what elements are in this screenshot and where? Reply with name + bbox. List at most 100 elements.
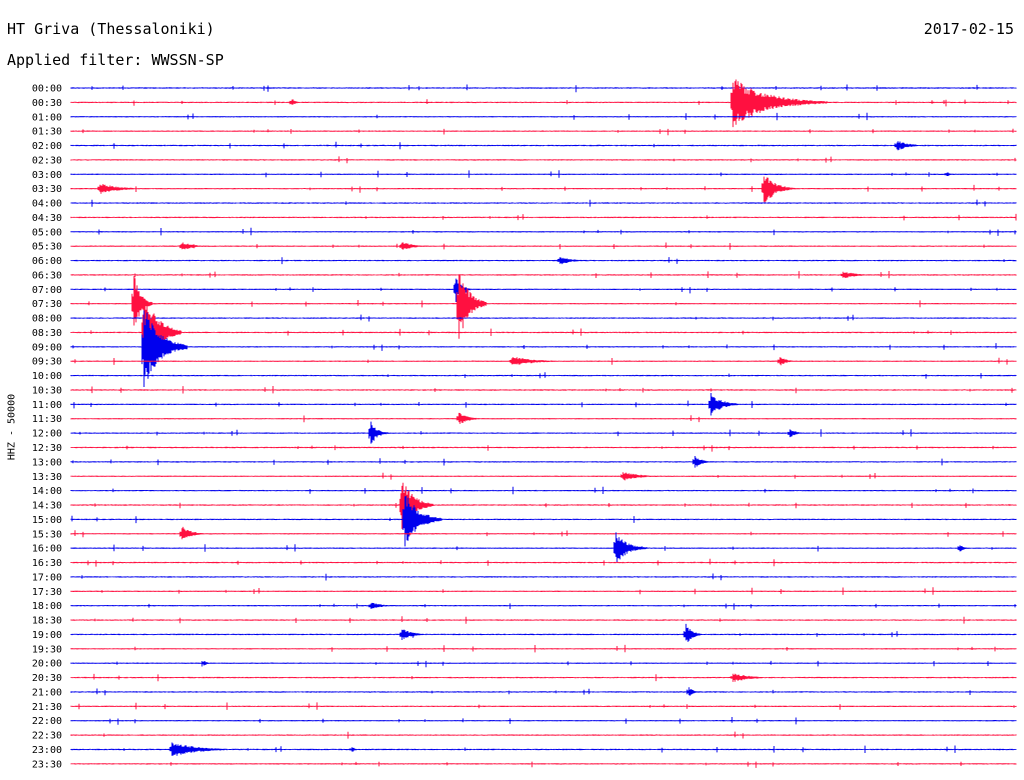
- trace-row-0400: [70, 199, 1017, 207]
- trace-row-1530: [70, 526, 1017, 540]
- filter-label: Applied filter: WWSSN-SP: [7, 51, 224, 69]
- trace-row-1300: [70, 456, 1017, 468]
- time-tick-label: 14:30: [32, 501, 62, 512]
- trace-row-0530: [70, 242, 1017, 250]
- trace-row-0700: [70, 278, 1017, 302]
- trace-row-2230: [70, 731, 1017, 739]
- trace-row-0300: [70, 170, 1017, 178]
- record-date: 2017-02-15: [923, 20, 1014, 38]
- time-tick-label: 13:00: [32, 457, 62, 468]
- trace-row-1330: [70, 472, 1017, 481]
- time-tick-label: 07:30: [32, 299, 62, 310]
- trace-row-0130: [70, 128, 1017, 136]
- trace-row-0900: [70, 310, 1017, 387]
- trace-row-0230: [70, 156, 1017, 164]
- time-tick-label: 06:30: [32, 270, 62, 281]
- station-title: HT Griva (Thessaloniki): [7, 20, 215, 38]
- trace-row-0000: [70, 84, 1017, 93]
- trace-row-0330: [70, 176, 1017, 203]
- time-tick-label: 16:30: [32, 558, 62, 569]
- time-tick-label: 10:30: [32, 385, 62, 396]
- time-tick-label: 13:30: [32, 472, 62, 483]
- trace-row-0630: [70, 271, 1017, 279]
- trace-row-1930: [70, 644, 1017, 653]
- trace-row-1500: [70, 496, 1017, 547]
- trace-row-0100: [70, 112, 1017, 121]
- trace-row-0800: [70, 314, 1017, 322]
- trace-row-1200: [70, 421, 1017, 444]
- time-tick-label: 00:00: [32, 84, 62, 95]
- time-tick-label: 11:30: [32, 414, 62, 425]
- time-tick-label: 11:00: [32, 400, 62, 411]
- time-tick-label: 03:00: [32, 170, 62, 181]
- time-tick-label: 20:30: [32, 673, 62, 684]
- trace-row-2330: [70, 761, 1017, 768]
- time-tick-label: 22:00: [32, 716, 62, 727]
- trace-row-1400: [70, 486, 1017, 495]
- trace-row-0830: [70, 299, 1017, 364]
- trace-row-2030: [70, 673, 1017, 682]
- trace-row-1800: [70, 602, 1017, 610]
- trace-row-1030: [70, 386, 1017, 394]
- trace-row-0500: [70, 227, 1017, 236]
- trace-row-1100: [70, 393, 1017, 416]
- time-tick-label: 14:00: [32, 486, 62, 497]
- trace-row-2130: [70, 702, 1017, 710]
- time-tick-label: 09:00: [32, 342, 62, 353]
- time-tick-label: 22:30: [32, 731, 62, 742]
- trace-row-2100: [70, 687, 1017, 696]
- seismogram-traces: [70, 79, 1017, 768]
- time-tick-label: 04:30: [32, 213, 62, 224]
- trace-row-0430: [70, 213, 1017, 221]
- time-tick-label: 23:00: [32, 745, 62, 756]
- trace-row-0600: [70, 257, 1017, 265]
- time-tick-label: 02:00: [32, 141, 62, 152]
- time-tick-label: 00:30: [32, 98, 62, 109]
- trace-row-0030: [70, 79, 1017, 128]
- time-tick-label: 04:00: [32, 199, 62, 210]
- time-tick-label: 12:30: [32, 443, 62, 454]
- time-tick-label: 19:30: [32, 644, 62, 655]
- time-tick-label: 17:30: [32, 587, 62, 598]
- trace-row-1130: [70, 412, 1017, 424]
- time-tick-label: 09:30: [32, 357, 62, 368]
- time-tick-label: 08:30: [32, 328, 62, 339]
- time-tick-label: 01:00: [32, 112, 62, 123]
- time-tick-label: 05:30: [32, 242, 62, 253]
- time-tick-label: 08:00: [32, 314, 62, 325]
- trace-row-2000: [70, 660, 1017, 668]
- time-tick-label: 06:00: [32, 256, 62, 267]
- time-tick-label: 16:00: [32, 544, 62, 555]
- trace-row-2300: [70, 742, 1017, 756]
- time-tick-label: 02:30: [32, 155, 62, 166]
- trace-row-1430: [70, 482, 1017, 529]
- trace-row-1600: [70, 532, 1017, 562]
- time-tick-label: 10:00: [32, 371, 62, 382]
- time-tick-label: 18:00: [32, 601, 62, 612]
- time-tick-label: 21:30: [32, 702, 62, 713]
- time-tick-label: 05:00: [32, 227, 62, 238]
- trace-row-1700: [70, 573, 1017, 581]
- time-tick-label: 15:30: [32, 529, 62, 540]
- trace-row-0730: [70, 274, 1017, 339]
- trace-row-1830: [70, 616, 1017, 624]
- time-tick-label: 18:30: [32, 616, 62, 627]
- time-tick-label: 17:00: [32, 572, 62, 583]
- trace-row-1900: [70, 623, 1017, 642]
- trace-row-1230: [70, 445, 1017, 452]
- time-tick-labels: 00:00 00:30 01:00 01:30 02:00 02:30 03:00 03:30…: [32, 84, 62, 771]
- trace-row-0930: [70, 357, 1017, 366]
- time-tick-label: 03:30: [32, 184, 62, 195]
- trace-row-1000: [70, 372, 1017, 379]
- time-tick-label: 01:30: [32, 127, 62, 138]
- time-tick-label: 19:00: [32, 630, 62, 641]
- time-tick-label: 23:30: [32, 759, 62, 770]
- time-tick-label: 07:00: [32, 285, 62, 296]
- trace-row-1630: [70, 558, 1017, 567]
- time-tick-label: 15:00: [32, 515, 62, 526]
- trace-row-1730: [70, 587, 1017, 595]
- time-tick-label: 20:00: [32, 659, 62, 670]
- time-tick-label: 21:00: [32, 687, 62, 698]
- trace-row-2200: [70, 717, 1017, 725]
